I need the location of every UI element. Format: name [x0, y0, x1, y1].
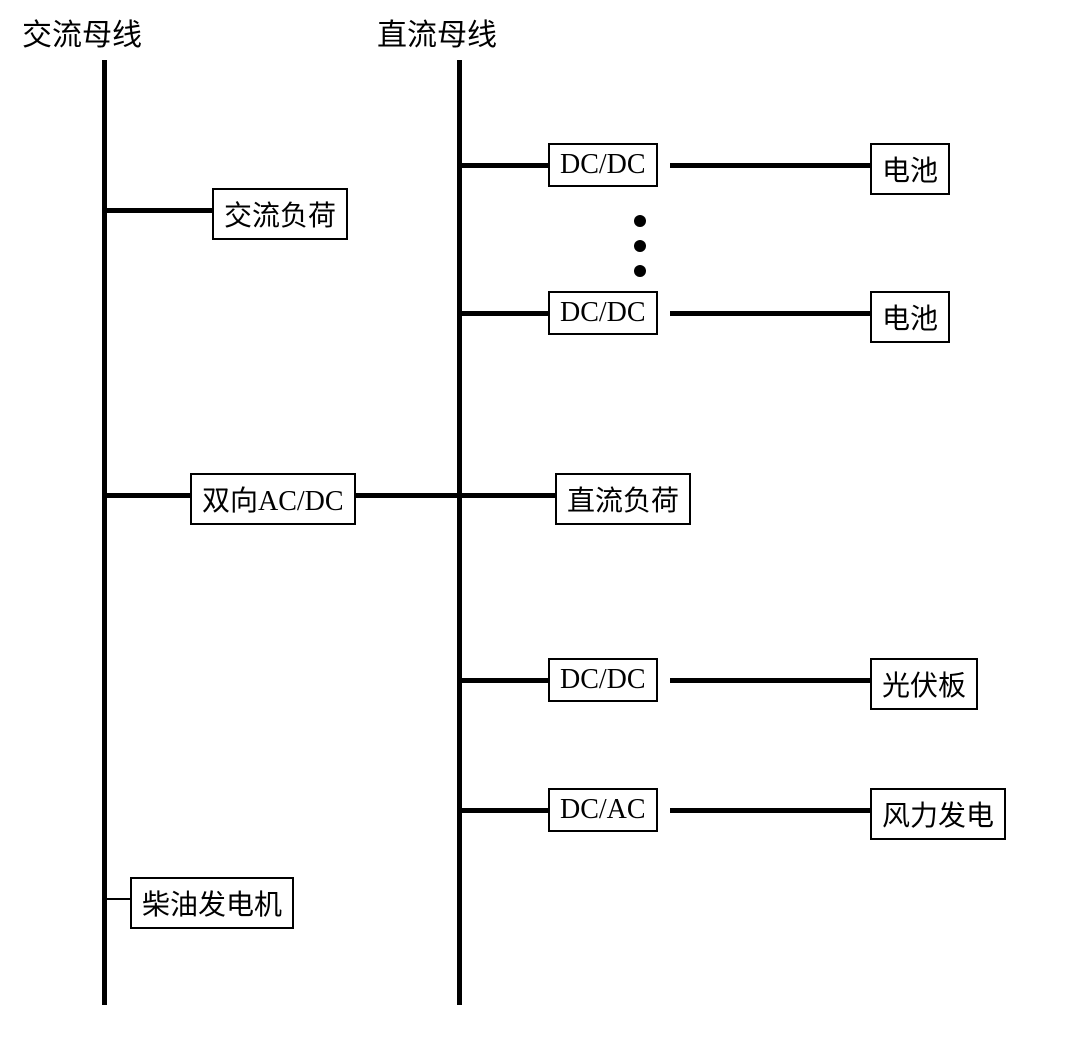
- bidirectional-acdc-label: 双向AC/DC: [202, 479, 344, 519]
- acdc-right-connector: [355, 493, 457, 498]
- dcdc1-label: DC/DC: [560, 149, 646, 181]
- acdc-left-connector: [107, 493, 190, 498]
- wind-power-box: 风力发电: [870, 788, 1006, 840]
- ellipsis-dot-3: [634, 265, 646, 277]
- dcdc3-right-connector: [670, 678, 870, 683]
- battery2-label: 电池: [882, 297, 938, 337]
- dcdc2-label: DC/DC: [560, 297, 646, 329]
- dcdc2-box: DC/DC: [548, 291, 658, 335]
- ellipsis-dot-1: [634, 215, 646, 227]
- dcdc2-left-connector: [462, 311, 548, 316]
- dcdc1-box: DC/DC: [548, 143, 658, 187]
- battery1-label: 电池: [882, 149, 938, 189]
- ac-bus-line: [102, 60, 107, 1005]
- dcdc1-right-connector: [670, 163, 870, 168]
- ac-load-connector: [107, 208, 212, 213]
- diesel-generator-label: 柴油发电机: [142, 883, 282, 923]
- bidirectional-acdc-box: 双向AC/DC: [190, 473, 356, 525]
- dc-load-connector: [462, 493, 555, 498]
- dcdc3-left-connector: [462, 678, 548, 683]
- dcdc3-box: DC/DC: [548, 658, 658, 702]
- bus-diagram: 交流母线 直流母线 交流负荷 双向AC/DC 柴油发电机 DC/DC 电池 DC…: [0, 0, 1085, 1055]
- dcdc3-label: DC/DC: [560, 664, 646, 696]
- pv-panel-label: 光伏板: [882, 664, 966, 704]
- dc-bus-title: 直流母线: [377, 10, 497, 54]
- dcac-label: DC/AC: [560, 794, 646, 826]
- wind-power-label: 风力发电: [882, 794, 994, 834]
- ac-bus-title: 交流母线: [22, 10, 142, 54]
- dc-load-label: 直流负荷: [567, 479, 679, 519]
- dcac-box: DC/AC: [548, 788, 658, 832]
- diesel-generator-box: 柴油发电机: [130, 877, 294, 929]
- battery1-box: 电池: [870, 143, 950, 195]
- pv-panel-box: 光伏板: [870, 658, 978, 710]
- dc-load-box: 直流负荷: [555, 473, 691, 525]
- ac-load-label: 交流负荷: [224, 194, 336, 234]
- dcdc1-left-connector: [462, 163, 548, 168]
- dcac-right-connector: [670, 808, 870, 813]
- dcdc2-right-connector: [670, 311, 870, 316]
- dc-bus-line: [457, 60, 462, 1005]
- diesel-connector: [107, 898, 130, 900]
- battery2-box: 电池: [870, 291, 950, 343]
- ellipsis-dot-2: [634, 240, 646, 252]
- dcac-left-connector: [462, 808, 548, 813]
- ac-load-box: 交流负荷: [212, 188, 348, 240]
